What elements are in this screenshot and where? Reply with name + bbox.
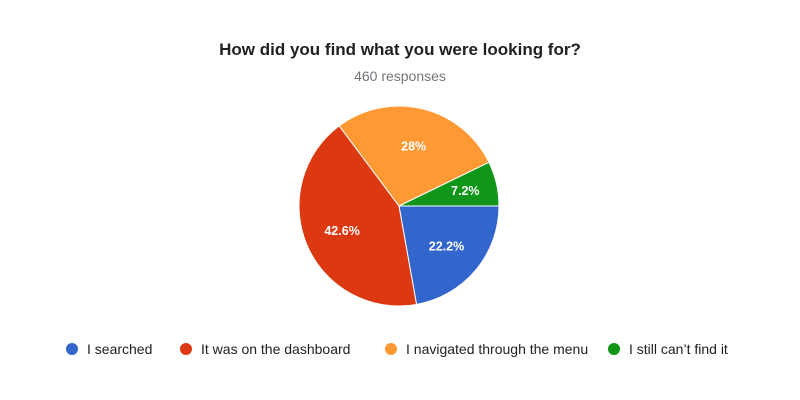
legend-label: I searched [87, 341, 153, 357]
legend-swatch-icon [180, 343, 192, 355]
legend-label: I still can’t find it [629, 341, 728, 357]
legend-label: It was on the dashboard [201, 341, 351, 357]
legend-item-1[interactable]: It was on the dashboard [180, 341, 350, 357]
pie-slice-label-3: 7.2% [451, 184, 480, 198]
legend-swatch-icon [608, 343, 620, 355]
pie-slice-3[interactable] [398, 161, 500, 207]
legend-label: I navigated through the menu [406, 341, 589, 357]
chart-title: How did you find what you were looking f… [219, 40, 581, 59]
legend-item-0[interactable]: I searched [66, 341, 152, 357]
response-count: 460 responses [354, 68, 446, 84]
legend-item-3[interactable]: I still can’t find it [608, 341, 728, 357]
legend-item-2[interactable]: I navigated through the menu [385, 341, 588, 357]
pie-slice-label-0: 22.2% [429, 239, 464, 253]
pie-slice-0[interactable] [398, 205, 500, 306]
pie-slice-label-1: 42.6% [324, 224, 359, 238]
pie-slice-label-2: 28% [401, 139, 426, 153]
legend-swatch-icon [385, 343, 397, 355]
legend-swatch-icon [66, 343, 78, 355]
pie-slice-1[interactable] [298, 125, 418, 307]
chart-legend: I searched It was on the dashboard I navig… [0, 341, 800, 361]
pie-chart: 22.2% 42.6% 28% 7.2% [298, 105, 500, 307]
pie-slice-2[interactable] [338, 105, 490, 207]
